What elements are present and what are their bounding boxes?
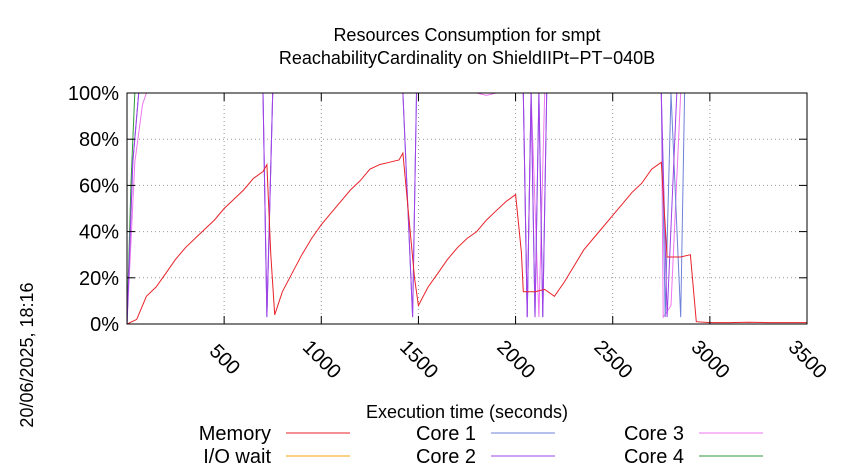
timestamp-label: 20/06/2025, 18:16 (17, 282, 37, 427)
chart-title: Resources Consumption for smpt (333, 25, 600, 45)
x-tick-label: 1000 (298, 336, 345, 383)
y-tick-label: 0% (90, 314, 119, 336)
series-line-core-2 (126, 92, 807, 325)
legend-label-i-o-wait: I/O wait (203, 446, 271, 468)
y-tick-label: 100% (68, 83, 119, 105)
y-tick-label: 20% (79, 268, 119, 290)
series-line-core-3 (126, 92, 807, 325)
series-line-core-1 (126, 92, 807, 325)
legend-label-core-3: Core 3 (624, 423, 684, 445)
y-tick-label: 60% (79, 175, 119, 197)
x-tick-label: 500 (205, 340, 244, 379)
axes: 0% 20% 40% 60% 80% 100% 500 1000 1500 2000 2500 300… (68, 83, 831, 383)
x-tick-label: 3000 (687, 336, 734, 383)
x-tick-label: 2500 (589, 336, 636, 383)
grid (127, 92, 808, 325)
legend-label-core-4: Core 4 (624, 446, 684, 468)
plot-border (126, 92, 808, 325)
series-line-memory (126, 151, 807, 325)
x-tick-label: 3500 (784, 336, 831, 383)
x-axis-label: Execution time (seconds) (366, 402, 568, 422)
y-tick-label: 80% (79, 129, 119, 151)
series-group (126, 92, 807, 325)
chart-subtitle: ReachabilityCardinality on ShieldIIPt−PT… (279, 48, 655, 68)
legend-label-core-1: Core 1 (416, 423, 476, 445)
y-tick-label: 40% (79, 222, 119, 244)
legend-label-memory: Memory (199, 423, 271, 445)
x-tick-label: 1500 (395, 336, 442, 383)
series-line-core-4 (126, 92, 807, 325)
x-tick-label: 2000 (492, 336, 539, 383)
legend-label-core-2: Core 2 (416, 446, 476, 468)
